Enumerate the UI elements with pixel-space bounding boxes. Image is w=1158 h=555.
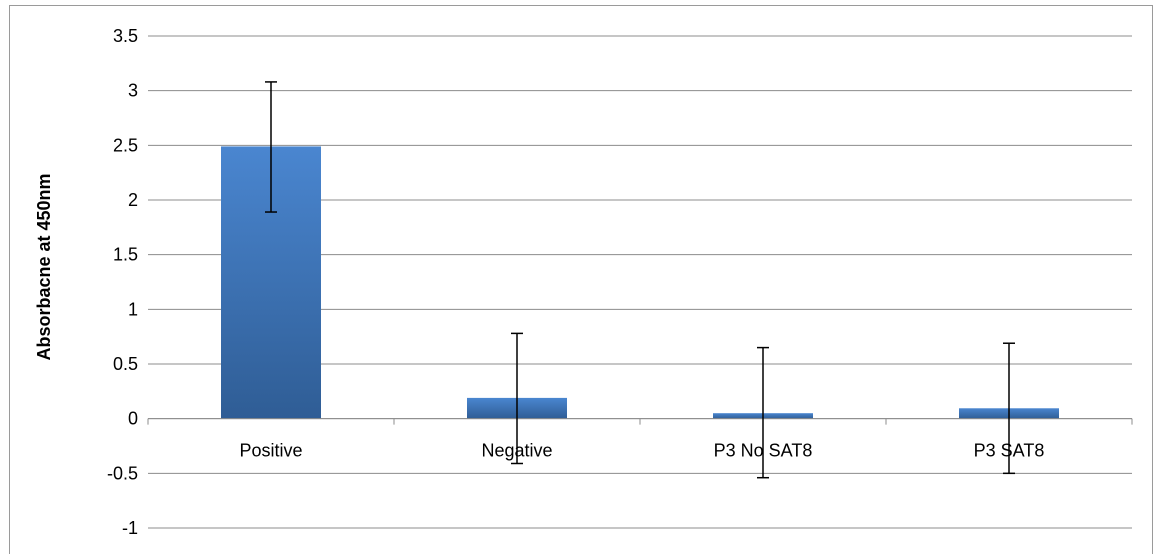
x-tick-label: Negative (481, 441, 552, 461)
y-tick-label: 2 (128, 190, 138, 210)
y-tick-label: 3 (128, 81, 138, 101)
bars (221, 146, 1059, 419)
y-tick-label: 1 (128, 299, 138, 319)
y-tick-label: 1.5 (113, 245, 138, 265)
y-tick-label: 3.5 (113, 26, 138, 46)
y-tick-label: 2.5 (113, 135, 138, 155)
y-axis-title: Absorbacne at 450nm (34, 173, 54, 360)
chart-area: -1 -0.5 0 0.5 1 1.5 2 2.5 3 3.5 Positive Negative P… (9, 5, 1153, 554)
y-tick-label: 0.5 (113, 354, 138, 374)
x-tick-label: P3 No SAT8 (714, 441, 813, 461)
y-tick-labels: -1 -0.5 0 0.5 1 1.5 2 2.5 3 3.5 (107, 26, 138, 538)
y-tick-label: 0 (128, 409, 138, 429)
error-bars (265, 81, 1015, 479)
x-tick-label: Positive (239, 441, 302, 461)
bar-chart: -1-0.500.511.522.533.5 Positive Negative P… (34, 26, 1133, 538)
x-axis (147, 418, 1133, 425)
x-tick-labels: Positive Negative P3 No SAT8 P3 SAT8 (239, 441, 1044, 461)
y-tick-label: -0.5 (107, 463, 138, 483)
y-tick-label: -1 (122, 518, 138, 538)
x-tick-label: P3 SAT8 (974, 441, 1045, 461)
